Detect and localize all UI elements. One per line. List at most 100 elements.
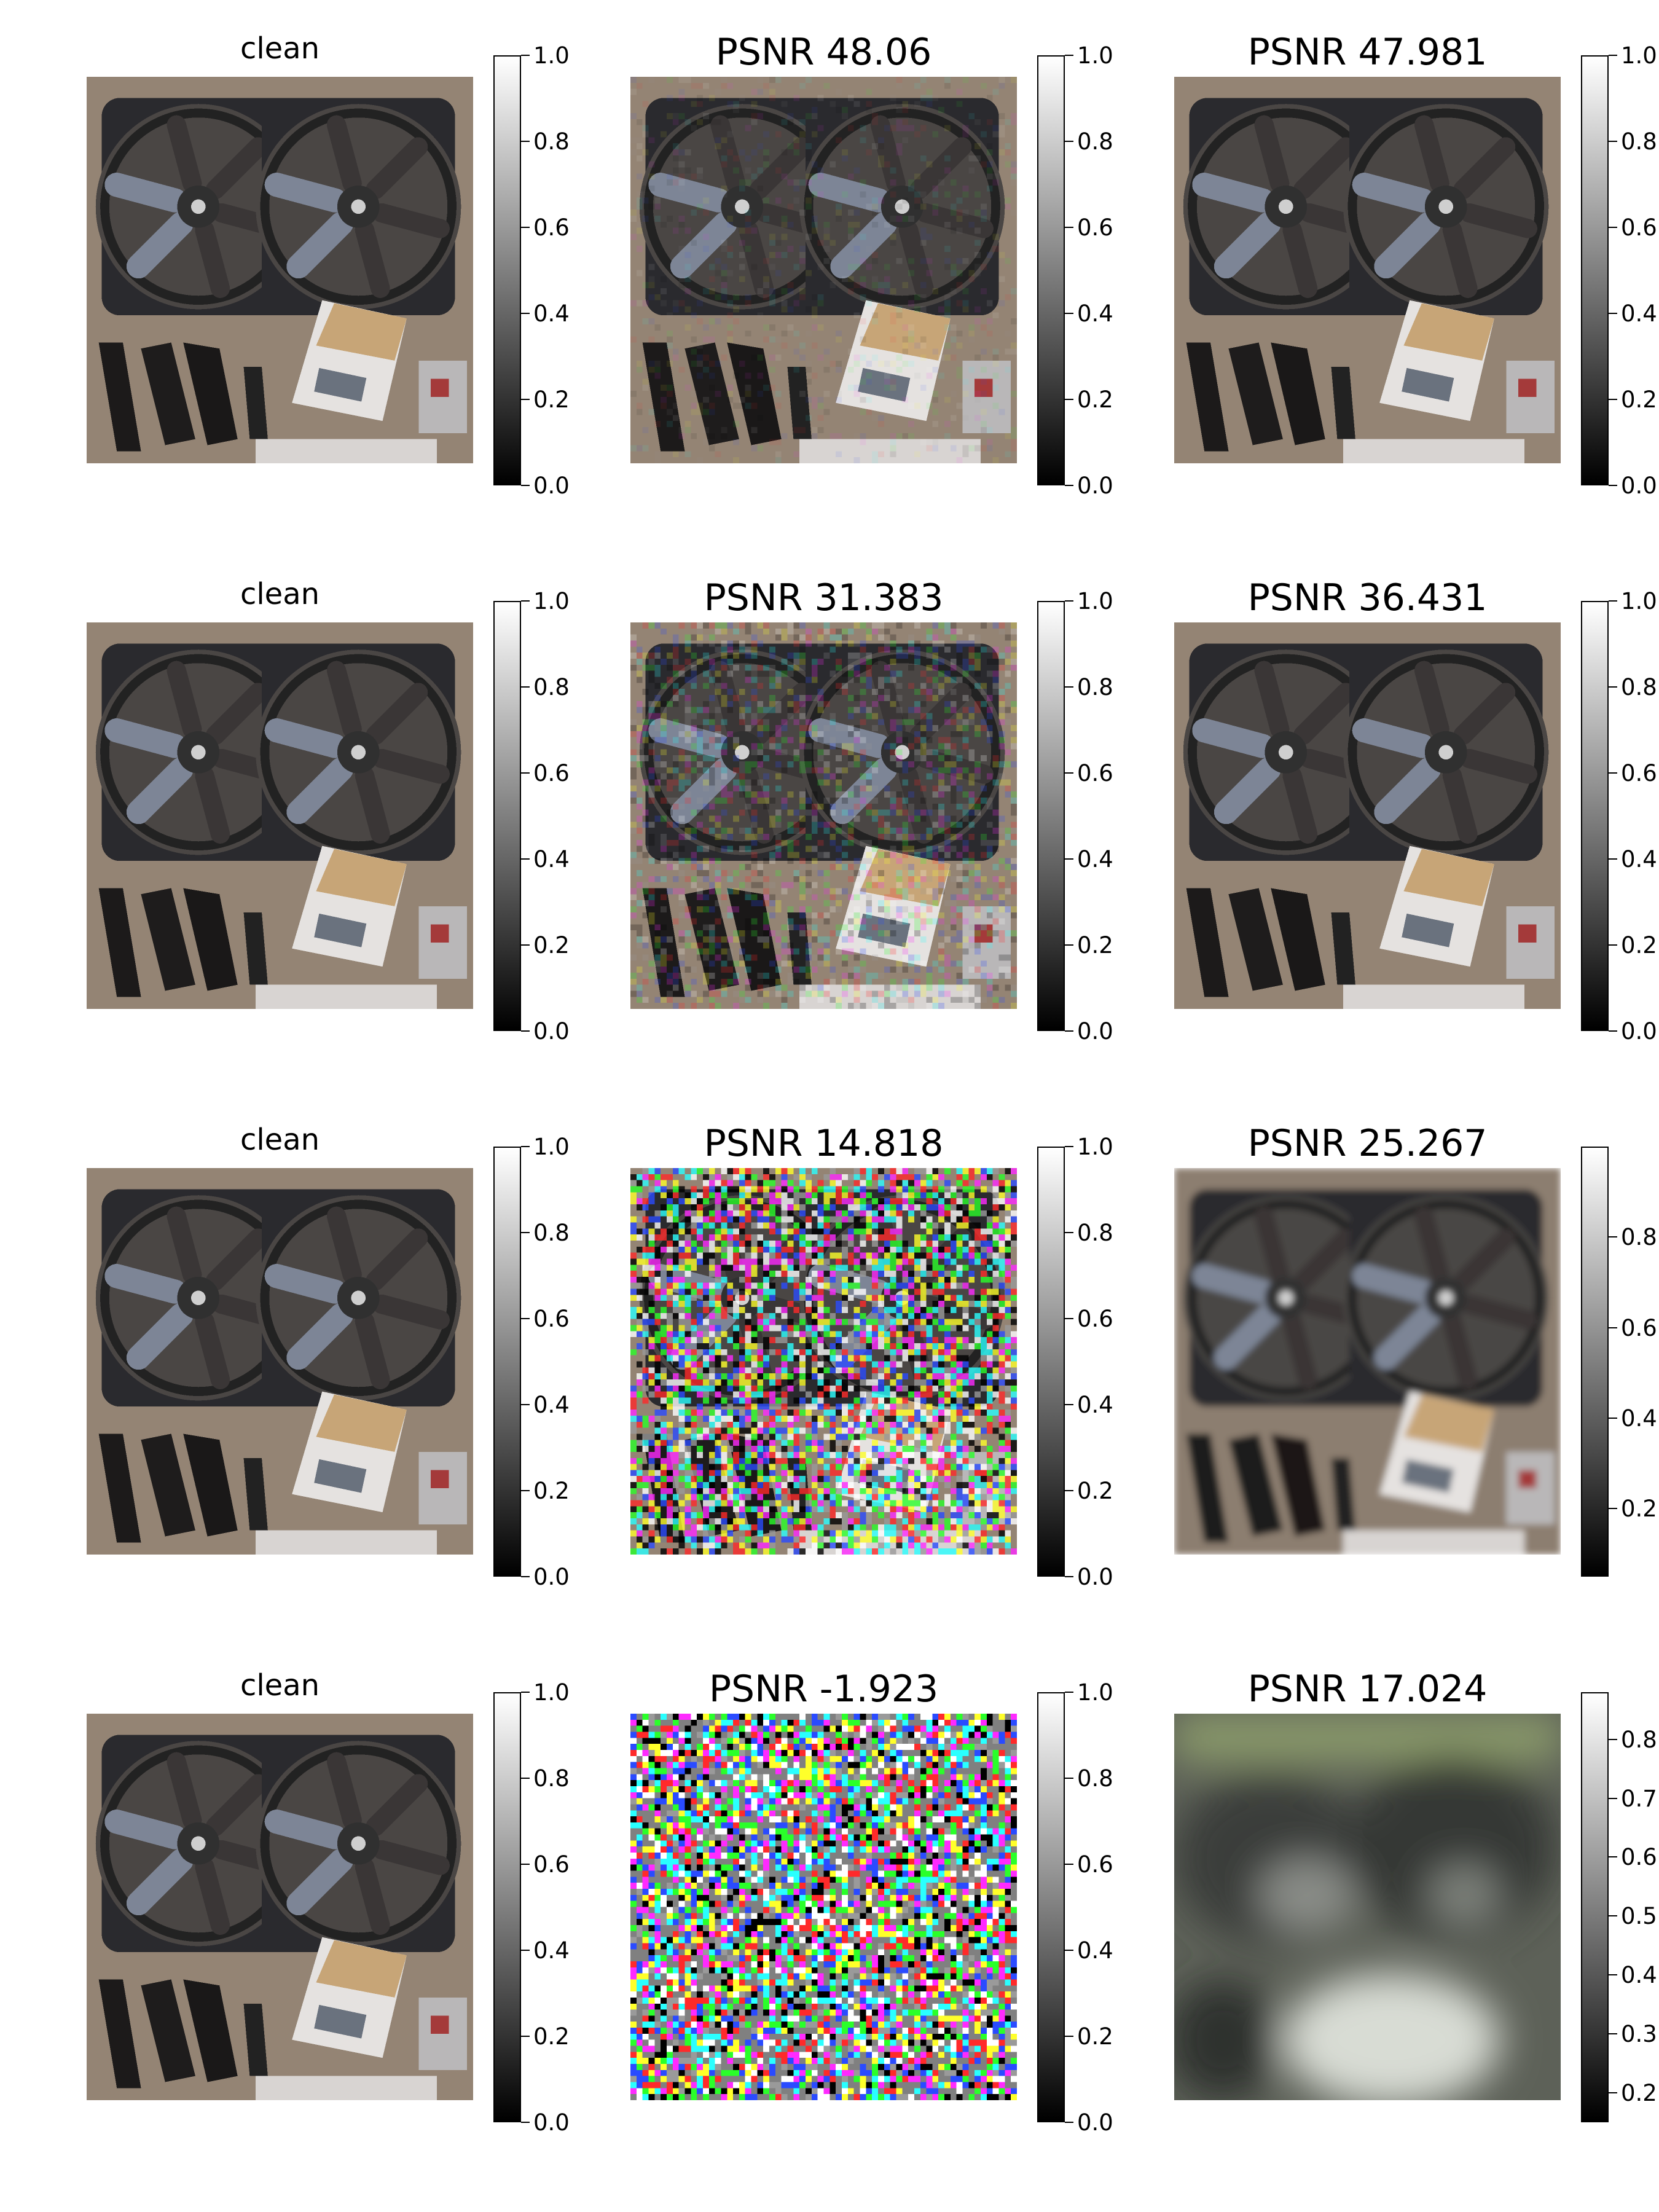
colorbar-tick-mark [1065, 944, 1073, 946]
image-panel-noisy-heavy [630, 1168, 1017, 1555]
colorbar-tick-mark [1065, 772, 1073, 774]
colorbar-tick-mark [1065, 1950, 1073, 1951]
colorbar-tick-label: 0.6 [1621, 1844, 1657, 1871]
colorbar-tick-label: 0.6 [533, 760, 570, 786]
colorbar-tick-label: 0.8 [1621, 674, 1657, 700]
colorbar-tick-label: 0.2 [533, 386, 570, 413]
colorbar-tick-mark [521, 399, 530, 400]
colorbar [493, 1692, 521, 2122]
colorbar-tick-mark [1609, 1418, 1617, 1419]
colorbar-tick-mark [1609, 485, 1617, 486]
colorbar-tick-mark [1065, 1490, 1073, 1491]
colorbar-tick-mark [521, 772, 530, 774]
colorbar-tick-mark [1065, 227, 1073, 228]
colorbar-tick-mark [521, 1692, 530, 1693]
colorbar [1581, 1692, 1609, 2122]
colorbar-tick-mark [1065, 1318, 1073, 1319]
panel-title-clean: clean [240, 31, 320, 66]
colorbar-tick-mark [1065, 600, 1073, 602]
image-panel-clean [87, 1168, 473, 1555]
colorbar-tick-label: 0.4 [533, 300, 570, 327]
colorbar-tick-label: 0.4 [1077, 846, 1113, 873]
colorbar-tick-label: 0.2 [533, 1478, 570, 1504]
colorbar [1581, 55, 1609, 485]
colorbar-tick-mark [1065, 1030, 1073, 1032]
colorbar-tick-label: 0.0 [1077, 1018, 1113, 1045]
colorbar-tick-mark [1065, 686, 1073, 688]
colorbar-tick-label: 0.6 [1077, 760, 1113, 786]
colorbar-tick-mark [1609, 227, 1617, 228]
colorbar-tick-mark [1065, 1146, 1073, 1147]
colorbar-tick-mark [1609, 1797, 1617, 1799]
colorbar-tick-mark [1609, 2092, 1617, 2094]
colorbar-tick-mark [1609, 399, 1617, 400]
colorbar-tick-mark [1065, 858, 1073, 860]
colorbar-tick-label: 0.2 [1077, 2023, 1113, 2050]
colorbar-tick-label: 0.2 [1621, 386, 1657, 413]
colorbar-tick-mark [1609, 858, 1617, 860]
colorbar [493, 55, 521, 485]
colorbar-tick-label: 1.0 [1077, 588, 1113, 614]
colorbar-tick-label: 0.2 [1077, 1478, 1113, 1504]
colorbar-tick-mark [521, 1232, 530, 1233]
colorbar-tick-mark [1065, 1576, 1073, 1577]
colorbar-tick-mark [1065, 1778, 1073, 1779]
panel-title-psnr: PSNR 47.981 [1247, 31, 1488, 74]
colorbar-tick-label: 0.8 [533, 1220, 570, 1246]
colorbar-tick-label: 0.2 [533, 932, 570, 959]
colorbar-tick-label: 0.0 [1621, 473, 1657, 499]
colorbar-tick-label: 0.0 [1077, 2109, 1113, 2136]
colorbar-tick-mark [521, 1490, 530, 1491]
colorbar-tick-label: 1.0 [1621, 588, 1657, 614]
colorbar-tick-label: 1.0 [533, 1679, 570, 1706]
image-panel-noisy-light [630, 77, 1017, 463]
colorbar-tick-mark [521, 1404, 530, 1405]
colorbar-tick-mark [1065, 1864, 1073, 1865]
colorbar-tick-label: 0.8 [1077, 1220, 1113, 1246]
colorbar-tick-label: 0.4 [1621, 1962, 1657, 1989]
colorbar-tick-mark [1065, 1404, 1073, 1405]
colorbar-tick-label: 0.4 [1621, 300, 1657, 327]
image-panel-noise-only [630, 1714, 1017, 2100]
colorbar-tick-mark [521, 227, 530, 228]
colorbar-tick-mark [1609, 1738, 1617, 1740]
colorbar-tick-label: 0.0 [1077, 1564, 1113, 1590]
colorbar-tick-label: 0.4 [1621, 1405, 1657, 1432]
colorbar-tick-mark [521, 2122, 530, 2123]
colorbar-tick-mark [521, 313, 530, 314]
panel-title-psnr: PSNR 36.431 [1247, 576, 1488, 619]
colorbar-tick-mark [1065, 2122, 1073, 2123]
colorbar-tick-mark [1065, 55, 1073, 56]
colorbar-tick-mark [1609, 600, 1617, 602]
image-panel-noisy-medium [630, 622, 1017, 1009]
colorbar-tick-mark [1609, 313, 1617, 314]
colorbar-tick-label: 0.2 [1621, 932, 1657, 959]
colorbar-tick-mark [521, 1318, 530, 1319]
colorbar-tick-mark [1609, 1856, 1617, 1858]
colorbar-tick-label: 0.2 [1621, 2080, 1657, 2107]
colorbar-tick-label: 0.6 [1077, 1306, 1113, 1332]
colorbar-tick-label: 0.6 [1621, 214, 1657, 241]
image-panel-clean [87, 77, 473, 463]
colorbar-tick-mark [1609, 55, 1617, 56]
colorbar-tick-mark [1609, 141, 1617, 142]
colorbar-tick-label: 0.8 [1621, 1224, 1657, 1251]
colorbar-tick-label: 0.7 [1621, 1785, 1657, 1812]
colorbar-tick-label: 1.0 [533, 588, 570, 614]
panel-title-psnr: PSNR 25.267 [1247, 1122, 1488, 1165]
colorbar-tick-label: 0.6 [1621, 1314, 1657, 1341]
image-panel-clean [87, 1714, 473, 2100]
colorbar-tick-label: 0.0 [533, 2109, 570, 2136]
colorbar-tick-label: 0.4 [1077, 1392, 1113, 1418]
colorbar-tick-label: 1.0 [1621, 42, 1657, 69]
colorbar [1037, 601, 1065, 1031]
colorbar-tick-mark [521, 858, 530, 860]
colorbar-tick-mark [1609, 2033, 1617, 2035]
colorbar-tick-label: 0.3 [1621, 2021, 1657, 2048]
image-panel-denoised-clean [1174, 77, 1561, 463]
colorbar [493, 1147, 521, 1577]
colorbar-tick-label: 0.6 [1077, 214, 1113, 241]
colorbar-tick-mark [1609, 1974, 1617, 1976]
colorbar-tick-label: 0.8 [1621, 128, 1657, 155]
image-panel-denoised-clean [1174, 622, 1561, 1009]
